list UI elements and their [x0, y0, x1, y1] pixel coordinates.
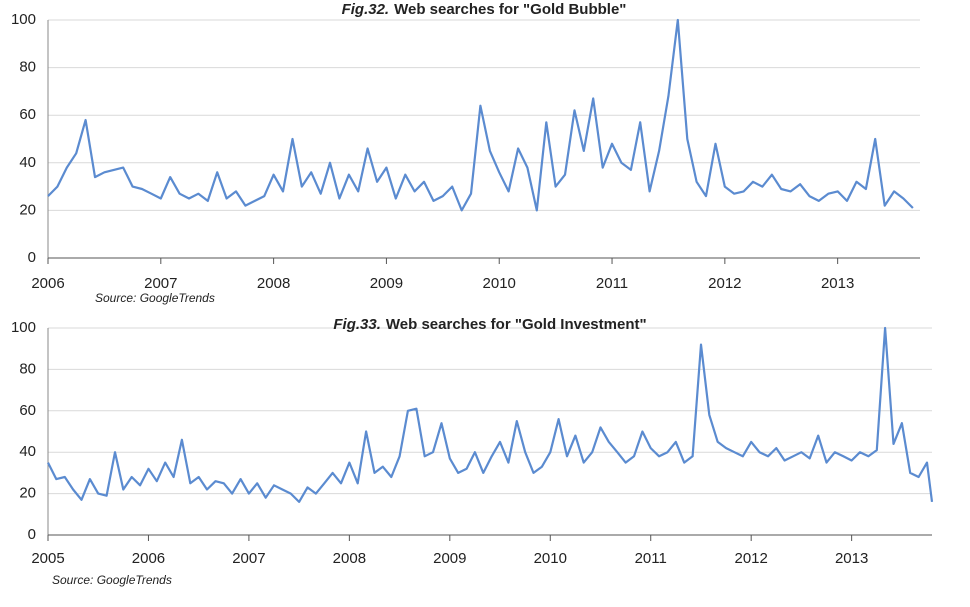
- y-tick-label: 20: [19, 485, 36, 502]
- source-note: Source: GoogleTrends: [52, 573, 172, 587]
- line-series: [47, 326, 934, 503]
- x-tick-label: 2012: [708, 275, 741, 292]
- x-tick-label: 2009: [433, 550, 466, 567]
- y-tick-label: 40: [19, 154, 36, 171]
- x-tick-label: 2005: [31, 550, 64, 567]
- x-tick-label: 2011: [635, 550, 667, 567]
- y-tick-label: 80: [19, 59, 36, 76]
- x-tick-label: 2006: [132, 550, 165, 567]
- title-label: Fig.32.: [342, 1, 390, 18]
- x-tick-label: 2008: [257, 275, 290, 292]
- x-tick-label: 2013: [821, 275, 854, 292]
- y-tick-label: 60: [19, 402, 36, 419]
- x-tick-label: 2007: [232, 550, 265, 567]
- line-series: [47, 18, 914, 212]
- title-text: Web searches for "Gold Investment": [386, 316, 647, 333]
- y-tick-label: 60: [19, 106, 36, 123]
- title-label: Fig.33.: [333, 316, 381, 333]
- x-tick-label: 2008: [333, 550, 366, 567]
- y-tick-label: 100: [11, 319, 36, 336]
- y-tick-label: 100: [11, 11, 36, 28]
- x-tick-label: 2006: [31, 275, 64, 292]
- y-tick-label: 0: [28, 526, 36, 543]
- x-tick-label: 2011: [596, 275, 628, 292]
- y-tick-label: 40: [19, 443, 36, 460]
- chart-title: Fig.32. Web searches for "Gold Bubble": [342, 1, 627, 18]
- chart: 0 20 40 60 80 100 2006 2007 2008 2009 2010 2011 2012…: [11, 1, 920, 305]
- x-tick-label: 2010: [534, 550, 567, 567]
- title-text: Web searches for "Gold Bubble": [394, 1, 626, 18]
- y-tick-label: 0: [28, 249, 36, 266]
- x-tick-label: 2010: [483, 275, 516, 292]
- x-tick-label: 2012: [734, 550, 767, 567]
- x-tick-label: 2009: [370, 275, 403, 292]
- y-tick-label: 20: [19, 201, 36, 218]
- x-tick-label: 2013: [835, 550, 868, 567]
- y-tick-label: 80: [19, 360, 36, 377]
- chart-title: Fig.33. Web searches for "Gold Investment…: [333, 316, 646, 333]
- chart: 0 20 40 60 80 100 2005 2006 2007 2008 2009 2010 2011…: [11, 316, 934, 587]
- source-note: Source: GoogleTrends: [95, 291, 215, 305]
- x-tick-label: 2007: [144, 275, 177, 292]
